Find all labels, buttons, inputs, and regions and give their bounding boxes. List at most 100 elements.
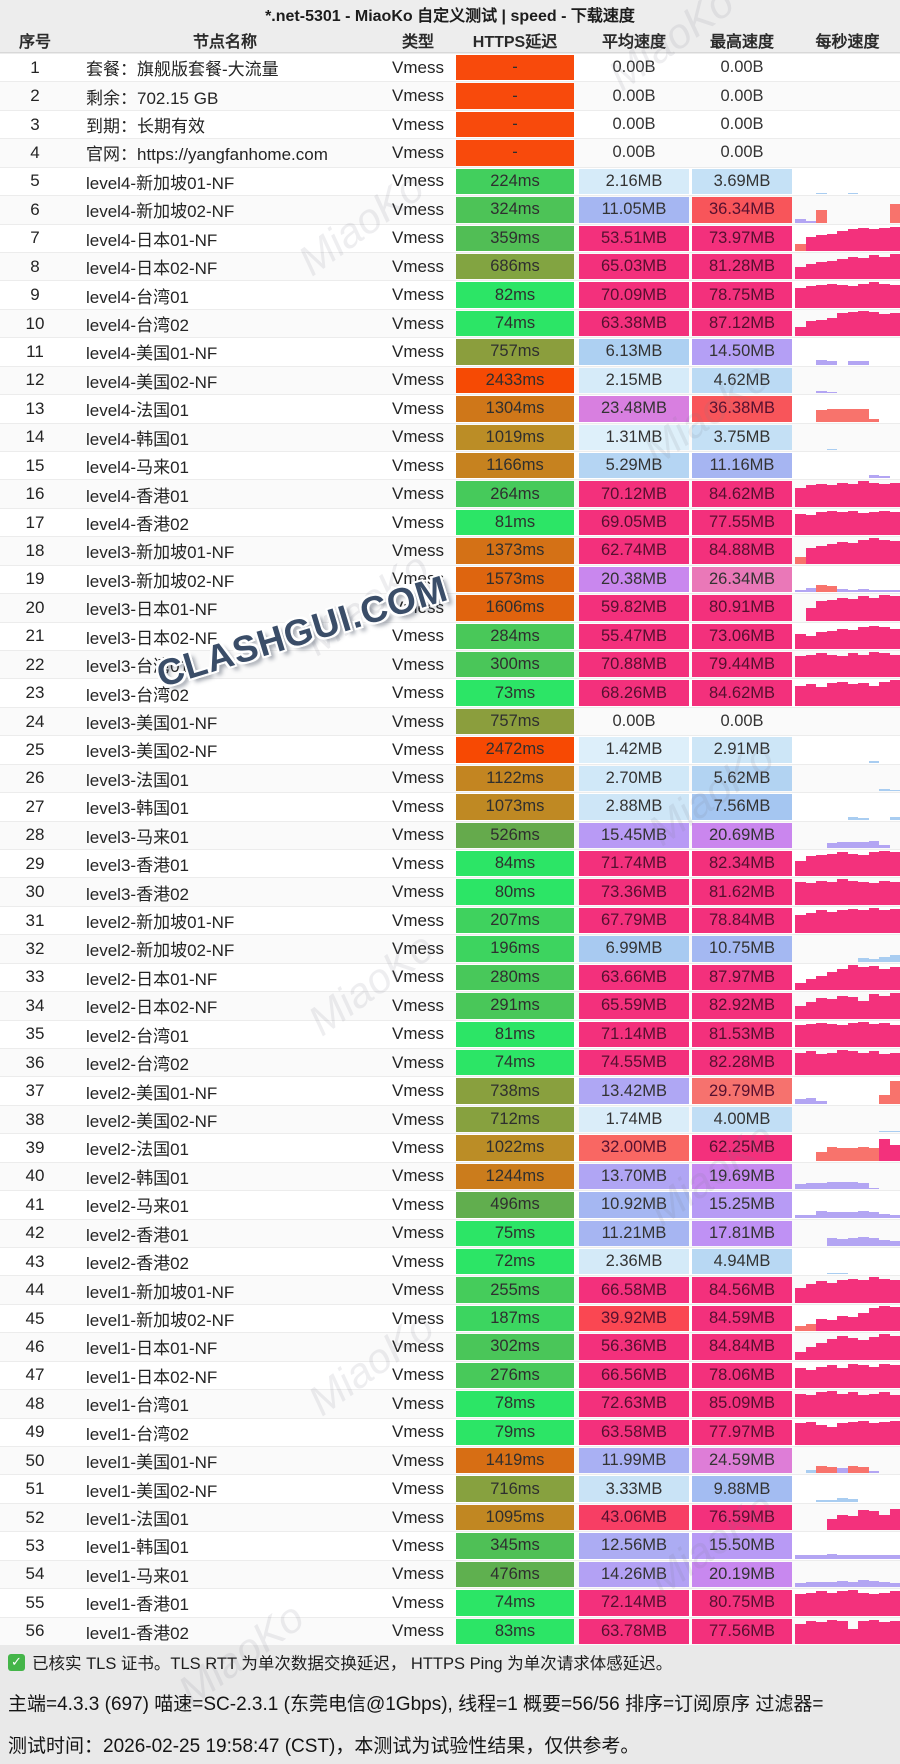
speed-bar [847, 653, 858, 678]
row-index: 35 [25, 1024, 45, 1044]
col-header-max: 最高速度 [709, 33, 774, 51]
speed-bar [847, 1628, 858, 1644]
https-latency-cell: 1244ms [456, 1163, 574, 1190]
https-latency-cell: 74ms [456, 310, 574, 337]
speed-bar [805, 285, 816, 308]
node-type: Vmess [392, 1251, 444, 1271]
speed-bar [837, 841, 848, 848]
max-speed-cell: 19.69MB [692, 1163, 792, 1190]
speed-bar [847, 229, 858, 251]
speed-bar [795, 1593, 806, 1616]
speed-bar [816, 854, 827, 877]
speed-bar [879, 1139, 890, 1161]
https-latency-cell: 345ms [456, 1533, 574, 1559]
speed-bar [816, 1554, 827, 1559]
https-latency-cell: 255ms [456, 1277, 574, 1303]
speed-bar [879, 627, 890, 649]
speed-bar [795, 1393, 806, 1417]
node-type: Vmess [392, 853, 444, 873]
node-type: Vmess [392, 768, 444, 788]
speed-bar [816, 1281, 827, 1303]
https-latency-cell: 2433ms [456, 367, 574, 394]
speed-bar [837, 597, 848, 621]
row-index: 52 [25, 1507, 45, 1527]
node-name: level4-马来01 [86, 458, 189, 478]
speed-bar [816, 880, 827, 905]
node-type: Vmess [392, 1507, 444, 1527]
table-row: 27 level3-韩国01 Vmess 1073ms 2.88MB 7.56MB [0, 792, 900, 820]
speed-bar [879, 956, 890, 962]
row-index: 27 [25, 796, 45, 816]
speed-bar [868, 597, 879, 621]
node-name: level4-新加坡01-NF [86, 173, 235, 193]
https-latency-cell: 276ms [456, 1362, 574, 1389]
row-index: 11 [26, 341, 44, 361]
node-name: level2-新加坡02-NF [86, 941, 235, 961]
speed-bar [879, 789, 890, 792]
speed-bar [805, 1051, 816, 1076]
speed-bar [795, 1582, 806, 1588]
https-latency-cell: 74ms [456, 1050, 574, 1076]
node-type: Vmess [392, 540, 444, 560]
avg-speed-cell: 2.16MB [579, 168, 689, 195]
row-index: 46 [25, 1336, 45, 1356]
speed-bar [889, 1307, 900, 1332]
speed-bar [858, 1554, 869, 1559]
speed-bar [826, 448, 837, 450]
table-row: 12 level4-美国02-NF Vmess 2433ms 2.15MB 4.62MB [0, 365, 900, 395]
speed-bar [889, 654, 900, 678]
per-second-speed-chart [795, 1164, 900, 1190]
speed-bar [816, 1053, 827, 1076]
speed-bar [795, 915, 806, 934]
footer-tls-line: ✓ 已核实 TLS 证书。TLS RTT 为单次数据交换延迟， HTTPS Pi… [8, 1650, 890, 1674]
node-type: Vmess [392, 683, 444, 703]
speed-bar [805, 514, 816, 536]
speed-bar [879, 653, 890, 678]
node-name: level3-香港02 [86, 884, 189, 904]
speed-bar [889, 1394, 900, 1417]
max-speed-cell: 24.59MB [692, 1448, 792, 1474]
speed-bar [795, 1287, 806, 1303]
node-type: Vmess [392, 626, 444, 646]
speed-bar [858, 841, 869, 848]
speed-bar [868, 685, 879, 706]
https-latency-cell: 757ms [456, 708, 574, 735]
https-latency-cell: - [456, 140, 574, 166]
speed-bar [858, 1509, 869, 1531]
row-index: 38 [25, 1109, 45, 1129]
table-row: 48 level1-台湾01 Vmess 78ms 72.63MB 85.09MB [0, 1389, 900, 1418]
node-type: Vmess [392, 341, 444, 361]
speed-bar [837, 1393, 848, 1417]
https-latency-cell: 1606ms [456, 595, 574, 621]
speed-bar [847, 256, 858, 280]
row-index: 56 [25, 1621, 45, 1641]
table-row: 40 level2-韩国01 Vmess 1244ms 13.70MB 19.69MB [0, 1161, 900, 1191]
speed-bar [889, 1365, 900, 1389]
speed-bar [847, 1363, 858, 1389]
speed-bar [879, 539, 890, 564]
speed-bar [889, 589, 900, 593]
per-second-speed-chart [795, 310, 900, 337]
per-second-speed-chart [795, 1363, 900, 1389]
max-speed-cell: 84.84MB [692, 1334, 792, 1360]
speed-bar [847, 409, 858, 422]
speed-bar [795, 487, 806, 507]
node-type: Vmess [392, 142, 444, 162]
table-row: 45 level1-新加坡02-NF Vmess 187ms 39.92MB 84.59M… [0, 1303, 900, 1332]
speed-bar [889, 512, 900, 536]
per-second-speed-chart [795, 1334, 900, 1360]
avg-speed-cell: 62.74MB [579, 538, 689, 564]
speed-bar [847, 909, 858, 934]
speed-bar [889, 1555, 900, 1559]
row-index: 39 [25, 1137, 45, 1157]
speed-bar [837, 1279, 848, 1303]
speed-bar [889, 482, 900, 507]
speed-bar [868, 1336, 879, 1360]
node-name: level3-美国01-NF [86, 714, 218, 734]
row-index: 25 [25, 739, 45, 759]
speed-bar [858, 1000, 869, 1019]
max-speed-cell: 4.94MB [692, 1249, 792, 1275]
https-latency-cell: - [456, 83, 574, 109]
avg-speed-cell: 0.00B [612, 712, 656, 731]
speed-bar [847, 1148, 858, 1161]
